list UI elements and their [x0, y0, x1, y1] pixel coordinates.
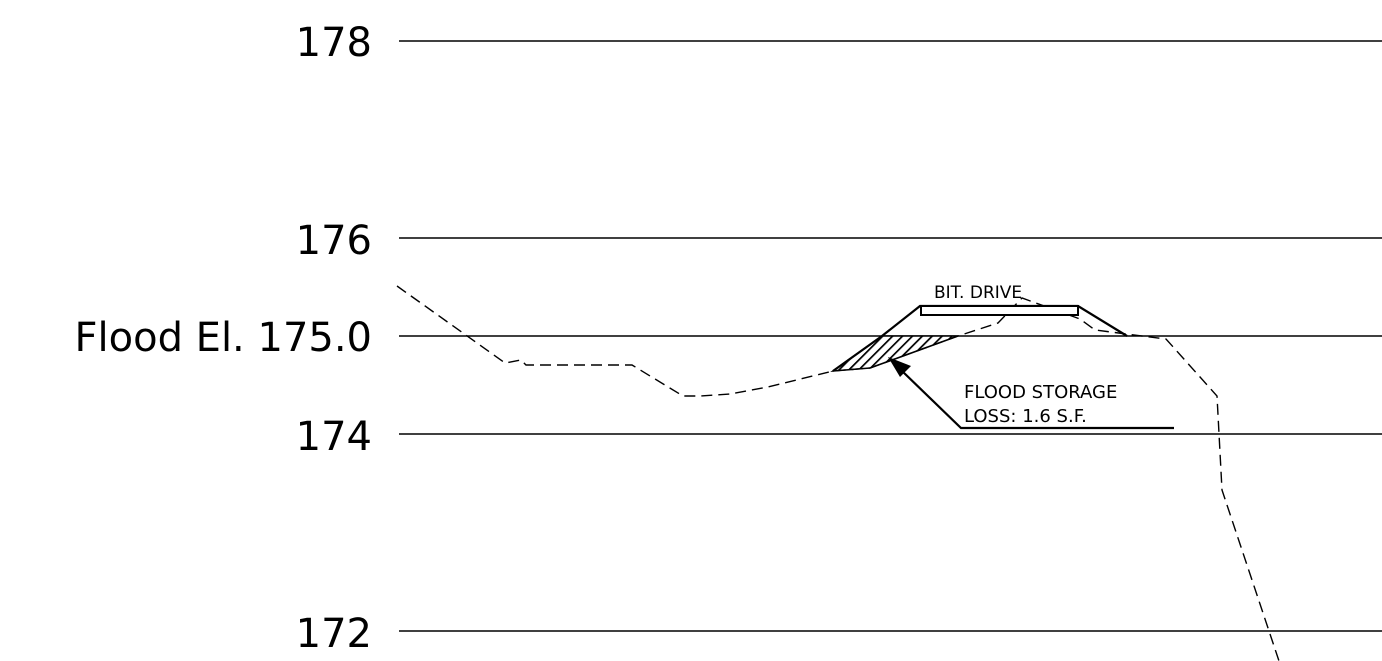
elevation-label-178: 178: [296, 20, 372, 66]
existing-ground-profile: [396, 285, 1280, 661]
elevation-label-174: 174: [296, 414, 372, 460]
elevation-label-172: 172: [296, 611, 372, 657]
flood-storage-label-line2: LOSS: 1.6 S.F.: [964, 406, 1087, 427]
flood-elevation-label: Flood El. 175.0: [75, 315, 373, 361]
flood-storage-label-line1: FLOOD STORAGE: [964, 382, 1117, 403]
elevation-label-176: 176: [296, 218, 372, 264]
drive-label: BIT. DRIVE: [934, 283, 1022, 303]
flood-storage-leader-line: [900, 369, 1174, 430]
bituminous-drive-surface: [920, 305, 1079, 316]
arrowhead-icon: [888, 357, 911, 377]
